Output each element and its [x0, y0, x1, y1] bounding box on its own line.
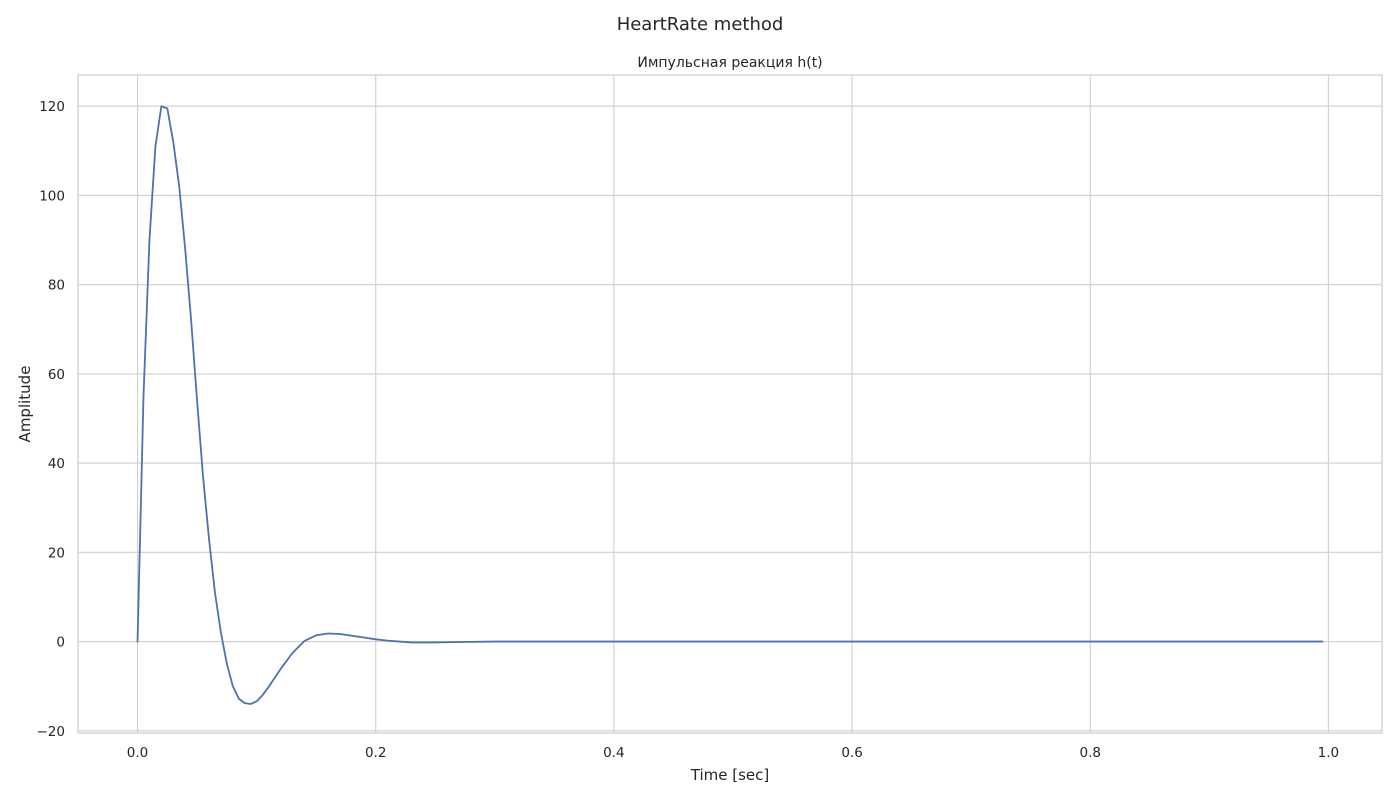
x-tick-label: 0.0	[127, 745, 148, 761]
y-tick-label: 80	[48, 278, 65, 294]
x-tick-label: 0.4	[603, 745, 624, 761]
y-tick-label: 60	[48, 367, 65, 383]
x-axis-label: Time [sec]	[690, 766, 769, 784]
chart-suptitle: HeartRate method	[617, 14, 784, 35]
y-tick-label: 120	[39, 99, 65, 115]
series-line-0	[136, 105, 1324, 705]
y-axis-ticks: −20 0 20 40 60 80 100 120	[37, 99, 66, 740]
y-tick-label: 20	[48, 545, 65, 561]
y-tick-label: 40	[48, 456, 65, 472]
x-tick-label: 0.6	[841, 745, 862, 761]
y-tick-label: −20	[37, 724, 66, 740]
y-tick-label: 0	[56, 635, 65, 651]
x-tick-label: 0.2	[365, 745, 386, 761]
x-axis-ticks: 0.0 0.2 0.4 0.6 0.8 1.0	[127, 745, 1339, 761]
x-tick-label: 0.8	[1079, 745, 1100, 761]
chart-title: Импульсная реакция h(t)	[637, 55, 822, 71]
y-tick-label: 100	[39, 188, 65, 204]
series-layer	[136, 105, 1324, 705]
plot-area	[77, 74, 1383, 734]
x-tick-label: 1.0	[1318, 745, 1339, 761]
grid	[78, 75, 1382, 733]
y-axis-label: Amplitude	[16, 366, 34, 443]
